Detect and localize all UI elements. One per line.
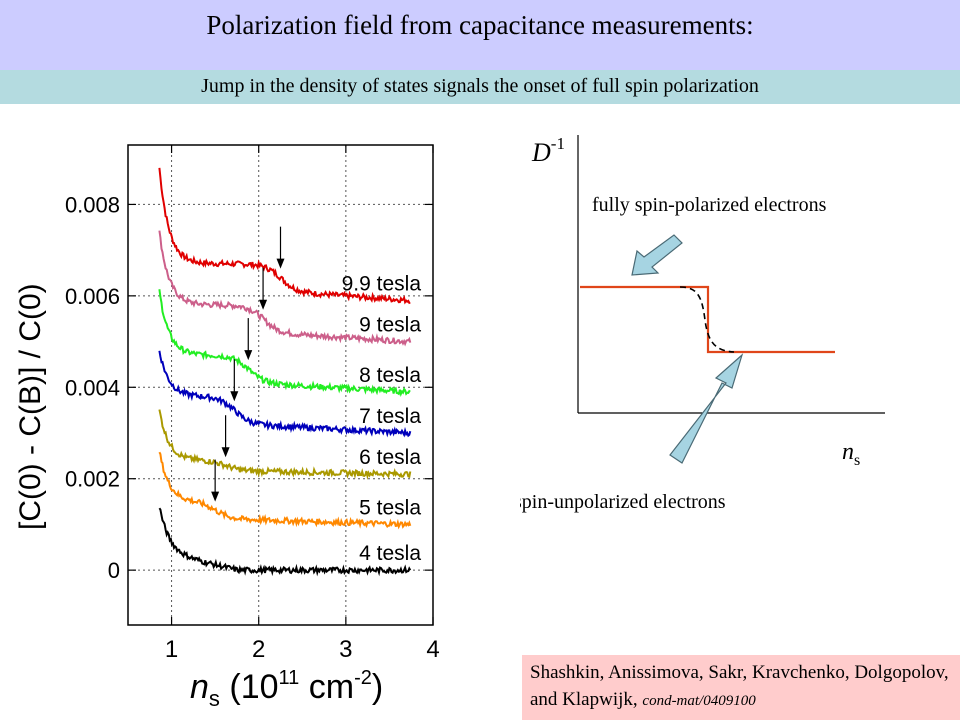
- series-label: 4 tesla: [359, 542, 421, 565]
- x-tick-label: 3: [339, 636, 352, 663]
- onset-arrow-head: [211, 491, 220, 502]
- series-line: [158, 289, 411, 397]
- arrow-unpolarized: [669, 353, 744, 464]
- citation-box: Shashkin, Anissimova, Sakr, Kravchenko, …: [522, 655, 960, 720]
- label-fully-polarized: fully spin-polarized electrons: [592, 194, 827, 216]
- series-line: [158, 507, 412, 577]
- series-label: 5 tesla: [359, 496, 421, 519]
- data-curves: [158, 167, 412, 577]
- citation-ref: cond-mat/0409100: [642, 693, 756, 709]
- slide-title: Polarization field from capacitance meas…: [206, 10, 754, 40]
- onset-arrow-head: [276, 258, 285, 269]
- schematic-chart: D-1 ns fully spin-polarized electrons sp…: [520, 134, 885, 513]
- x-ticks: 1 2 3 4: [165, 145, 440, 663]
- series-label: 9.9 tesla: [342, 272, 422, 295]
- slide-subtitle: Jump in the density of states signals th…: [201, 75, 759, 97]
- x-axis-label: ns (1011 cm-2): [190, 667, 383, 710]
- y-axis-label: [C(0) - C(B)] / C(0): [14, 283, 47, 530]
- series-label: 7 tesla: [359, 405, 421, 428]
- schematic-y-label: D-1: [531, 134, 565, 167]
- y-tick-label: 0: [108, 558, 120, 583]
- y-ticks: 0 0.002 0.004 0.006 0.008: [65, 192, 433, 583]
- y-tick-label: 0.008: [65, 192, 120, 217]
- schematic-x-label: ns: [842, 439, 860, 469]
- series-line: [158, 451, 412, 530]
- smoothed-step-line: [679, 286, 735, 353]
- series-line: [158, 230, 412, 347]
- series-line: [158, 350, 412, 438]
- series-label: 9 tesla: [359, 314, 421, 337]
- y-tick-label: 0.002: [65, 467, 120, 492]
- y-tick-label: 0.006: [65, 284, 120, 309]
- title-bar: Polarization field from capacitance meas…: [0, 0, 960, 70]
- x-tick-label: 4: [426, 636, 439, 663]
- y-tick-label: 0.004: [65, 375, 120, 400]
- series-line: [158, 167, 411, 305]
- plot-frame: [127, 144, 434, 626]
- series-label: 6 tesla: [359, 446, 421, 469]
- citation-authors: Shashkin, Anissimova, Sakr, Kravchenko, …: [530, 662, 949, 710]
- x-tick-label: 1: [165, 636, 178, 663]
- series-label: 8 tesla: [359, 364, 421, 387]
- onset-arrow-head: [221, 447, 230, 458]
- capacitance-chart: 0 0.002 0.004 0.006 0.008 1 2 3 4 9.9 tesla 9 te…: [14, 144, 440, 710]
- onset-arrow-head: [259, 299, 268, 310]
- series-line: [158, 409, 412, 480]
- step-line: [580, 285, 835, 354]
- onset-arrows: [211, 226, 285, 502]
- arrow-polarized: [631, 234, 683, 276]
- subtitle-bar: Jump in the density of states signals th…: [0, 70, 960, 104]
- series-labels: 9.9 tesla 9 tesla 8 tesla 7 tesla 6 tesla 5 t…: [342, 272, 422, 565]
- label-unpolarized: spin-unpolarized electrons: [520, 491, 726, 513]
- x-tick-label: 2: [252, 636, 265, 663]
- onset-arrow-head: [244, 350, 253, 361]
- onset-arrow-head: [230, 391, 239, 402]
